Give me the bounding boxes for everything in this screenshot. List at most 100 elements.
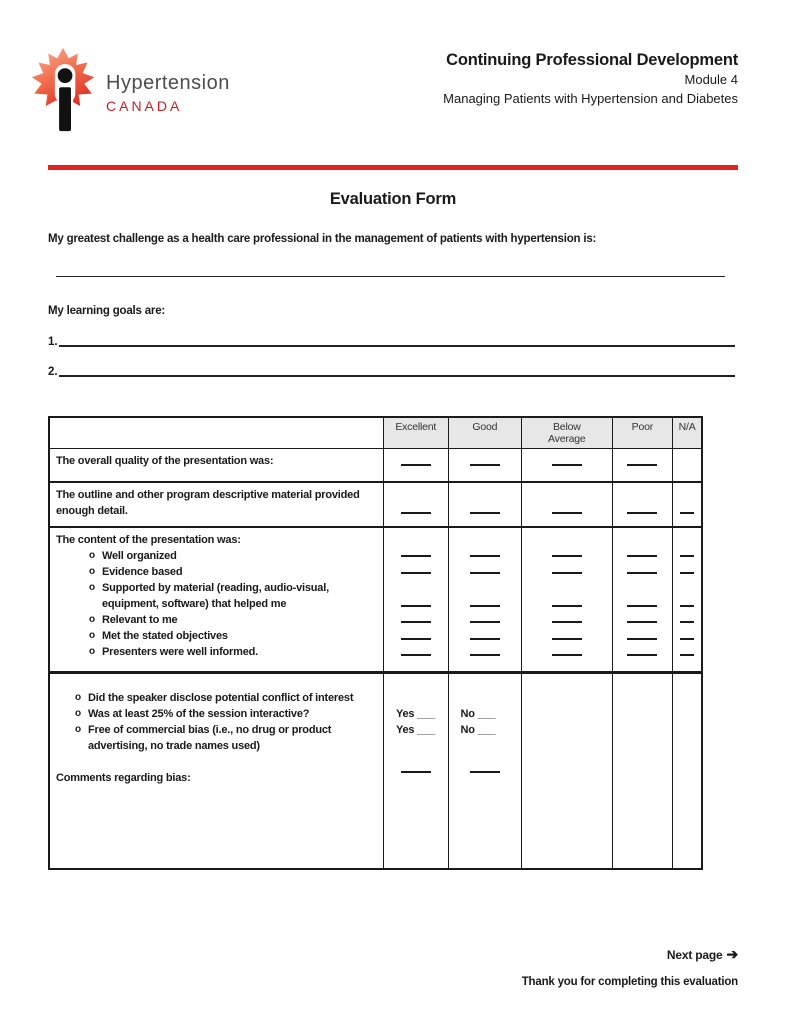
response-blank[interactable] [469, 637, 500, 640]
list-item: o Did the speaker disclose potential con… [50, 690, 383, 706]
bullet-marker: o [75, 708, 81, 719]
response-blank[interactable] [680, 571, 695, 574]
goals-prompt: My learning goals are: [48, 305, 166, 317]
no-response[interactable]: No ___ [460, 708, 496, 720]
response-blank[interactable] [400, 604, 431, 607]
logo-country-name: CANADA [106, 97, 183, 114]
quality-excellent-cell [382, 449, 448, 481]
goal-2-number: 2. [48, 366, 58, 378]
thank-you-text: Thank you for completing this evaluation [521, 976, 738, 988]
bullet-marker: o [89, 582, 95, 593]
bullet-marker: o [89, 566, 95, 577]
response-blank[interactable] [551, 512, 582, 514]
bullet-marker: o [89, 614, 95, 625]
evaluation-rating-table: Excellent Good Below Average Poor N/A Th… [48, 416, 703, 870]
response-blank[interactable] [400, 464, 431, 466]
outline-na-cell [672, 483, 701, 526]
response-blank[interactable] [680, 654, 695, 657]
response-blank[interactable] [680, 555, 695, 558]
response-blank[interactable] [400, 621, 431, 624]
content-good-cell [447, 528, 522, 671]
bullet-marker: o [89, 630, 95, 641]
response-blank[interactable] [680, 512, 695, 514]
cpd-title: Continuing Professional Development [446, 51, 738, 69]
goal-row-2: 2. [48, 363, 738, 378]
response-blank[interactable] [627, 637, 658, 640]
response-blank[interactable] [400, 637, 431, 640]
quality-poor-cell [611, 449, 673, 481]
response-blank[interactable] [551, 604, 582, 607]
bullet-marker: o [75, 724, 81, 735]
response-blank[interactable] [469, 654, 500, 657]
bullet-marker: o [89, 646, 95, 657]
yes-response[interactable]: Yes ___ [395, 708, 435, 720]
response-blank[interactable] [627, 571, 658, 574]
response-blank[interactable] [469, 571, 500, 574]
yes-response[interactable]: Yes ___ [395, 724, 435, 736]
outline-good-cell [447, 483, 522, 526]
response-blank[interactable] [400, 555, 431, 558]
form-title: Evaluation Form [329, 190, 457, 208]
table-row-content-section: The content of the presentation was: o W… [50, 526, 701, 671]
response-blank[interactable] [627, 654, 658, 657]
response-blank[interactable] [551, 654, 582, 657]
rating-header-row: Excellent Good Below Average Poor N/A [50, 418, 701, 448]
list-item: o Presenters were well informed. [56, 644, 375, 660]
list-item: o Relevant to me [56, 612, 375, 628]
response-blank[interactable] [627, 464, 658, 466]
response-blank[interactable] [400, 654, 431, 657]
response-blank[interactable] [469, 604, 500, 607]
question-outline-material: The outline and other program descriptiv… [56, 489, 360, 517]
response-blank[interactable] [680, 604, 695, 607]
next-page-link[interactable]: Next page ➔ [48, 946, 738, 963]
goal-1-answer-line[interactable] [58, 333, 735, 347]
list-item: o Was at least 25% of the session intera… [50, 706, 383, 722]
header-good: Good [447, 418, 522, 448]
goal-2-answer-line[interactable] [58, 363, 735, 377]
bullet-marker: o [75, 692, 81, 703]
table-row-overall-quality: The overall quality of the presentation … [50, 448, 701, 481]
response-blank[interactable] [627, 512, 658, 514]
question-overall-quality: The overall quality of the presentation … [56, 455, 274, 467]
response-blank[interactable] [680, 637, 695, 640]
maple-leaf-figure-icon [22, 46, 104, 143]
bias-below-average-cell [521, 674, 611, 868]
response-blank[interactable] [469, 771, 500, 773]
right-arrow-icon: ➔ [726, 946, 738, 962]
hypertension-canada-logo: Hypertension CANADA [22, 46, 230, 143]
challenge-prompt: My greatest challenge as a health care p… [48, 233, 597, 245]
next-page-label[interactable]: Next page [666, 948, 723, 962]
response-blank[interactable] [400, 512, 431, 514]
question-content-section: The content of the presentation was: o W… [50, 528, 383, 671]
response-blank[interactable] [627, 555, 658, 558]
response-blank[interactable] [551, 555, 582, 558]
response-blank[interactable] [551, 464, 582, 466]
table-row-outline-material: The outline and other program descriptiv… [50, 481, 701, 526]
response-blank[interactable] [469, 621, 500, 624]
response-blank[interactable] [551, 571, 582, 574]
response-blank[interactable] [551, 637, 582, 640]
response-blank[interactable] [469, 464, 500, 466]
response-blank[interactable] [469, 512, 500, 514]
list-item: o Well organized [56, 548, 375, 564]
no-response[interactable]: No ___ [460, 724, 496, 736]
content-excellent-cell [382, 528, 448, 671]
comments-bias-label: Comments regarding bias: [56, 772, 191, 784]
challenge-answer-line[interactable] [56, 263, 725, 277]
header-below-average: Below Average [521, 418, 612, 448]
goal-1-number: 1. [48, 336, 58, 348]
response-blank[interactable] [400, 571, 431, 574]
response-blank[interactable] [627, 604, 658, 607]
response-blank[interactable] [551, 621, 582, 624]
list-item: o Met the stated objectives [56, 628, 375, 644]
page-header: Hypertension CANADA Continuing Professio… [31, 0, 738, 143]
response-blank[interactable] [680, 621, 695, 624]
content-poor-cell [611, 528, 673, 671]
header-excellent: Excellent [382, 418, 448, 448]
response-blank[interactable] [627, 621, 658, 624]
response-blank[interactable] [400, 771, 431, 773]
response-blank[interactable] [469, 555, 500, 558]
table-row-bias-section: o Did the speaker disclose potential con… [50, 671, 701, 868]
page-footer: Next page ➔ Thank you for completing this… [48, 946, 738, 988]
